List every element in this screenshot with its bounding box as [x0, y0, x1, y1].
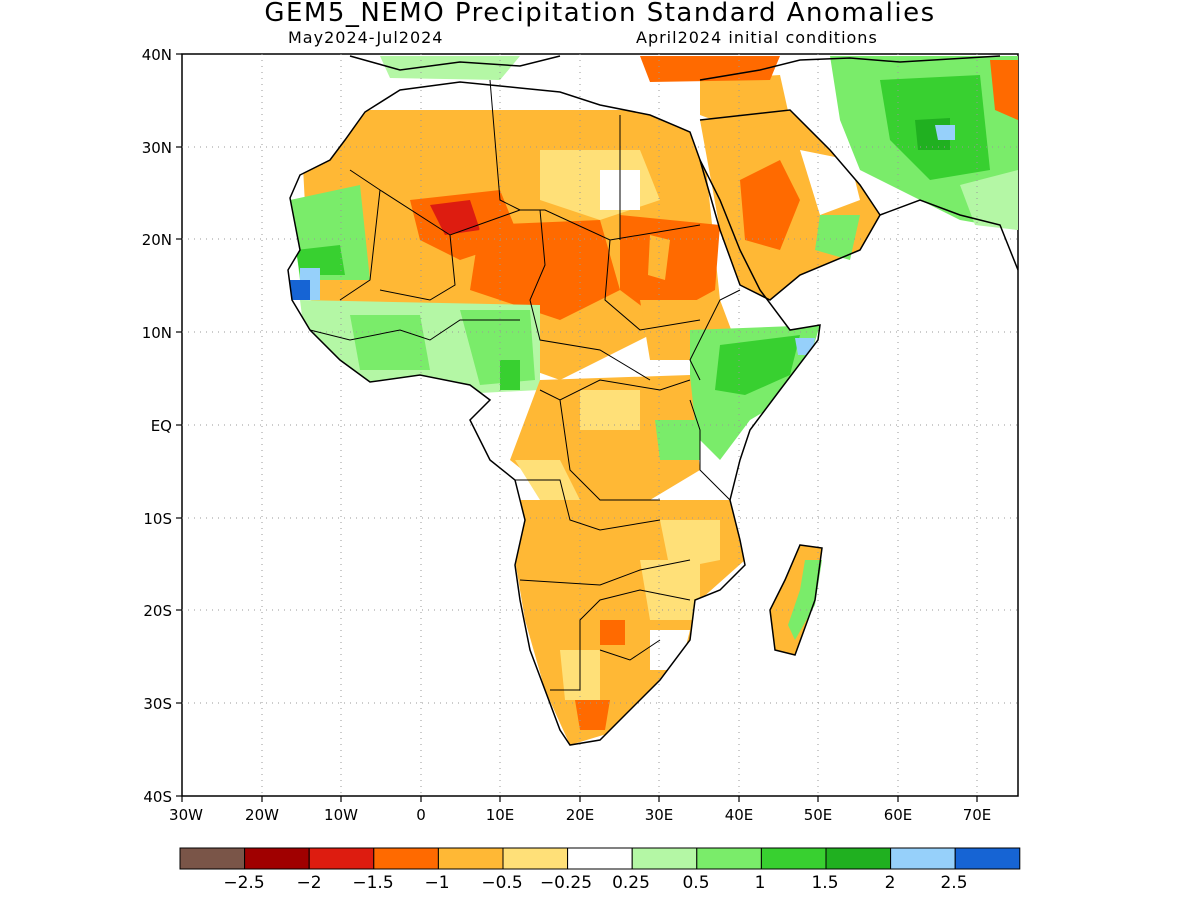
colorbar-label: 2.5: [940, 873, 967, 893]
lon-label: 0: [416, 806, 426, 824]
lat-label: 20S: [143, 602, 172, 620]
colorbar-swatch: [696, 847, 762, 870]
lat-label: 30S: [143, 695, 172, 713]
lon-label: 70E: [963, 806, 992, 824]
anomaly-fields: [290, 56, 1018, 745]
colorbar-label: −0.25: [540, 873, 592, 893]
colorbar-swatch: [437, 847, 504, 870]
colorbar-label: 1: [755, 873, 766, 893]
colorbar-swatch: [179, 847, 246, 870]
coastlines: [287, 55, 1018, 746]
lon-label: 10E: [486, 806, 515, 824]
colorbar-label: −2.5: [223, 873, 264, 893]
colorbar-label: 0.25: [612, 873, 650, 893]
colorbar-swatch: [373, 847, 439, 870]
lon-label: 20W: [245, 806, 279, 824]
lat-label: 20N: [142, 231, 172, 249]
lat-label: 30N: [142, 139, 172, 157]
lon-labels: 30W 20W 10W 0 10E 20E 30E 40E 50E 60E 70…: [169, 806, 991, 824]
colorbar-swatch: [567, 847, 633, 870]
lat-label: 10N: [142, 324, 172, 342]
lat-label: 40S: [143, 788, 172, 806]
colorbar-label: 0.5: [682, 873, 709, 893]
colorbar-swatch: [825, 847, 892, 870]
colorbar-swatch: [244, 847, 310, 870]
lat-label: EQ: [151, 417, 172, 435]
colorbar-label: 1.5: [811, 873, 838, 893]
chart-title: GEM5_NEMO Precipitation Standard Anomali…: [264, 0, 936, 28]
colorbar-label: −0.5: [481, 873, 522, 893]
lat-label: 40N: [142, 46, 172, 64]
lon-label: 40E: [725, 806, 754, 824]
lat-labels: 40N 30N 20N 10N EQ 10S 20S 30S 40S: [142, 46, 172, 806]
colorbar-swatch: [308, 847, 375, 870]
colorbar-label: −1: [424, 873, 449, 893]
axis-ticks: [176, 53, 978, 802]
colorbar-swatch: [954, 847, 1021, 870]
colorbar-swatch: [502, 847, 569, 870]
lon-label: 30E: [645, 806, 674, 824]
colorbar-swatch: [631, 847, 698, 870]
lon-label: 50E: [804, 806, 833, 824]
colorbar: [179, 847, 1021, 870]
colorbar-label: 2: [885, 873, 896, 893]
lon-label: 30W: [169, 806, 203, 824]
colorbar-swatch: [760, 847, 827, 870]
lon-label: 20E: [566, 806, 595, 824]
colorbar-labels: −2.5 −2 −1.5 −1 −0.5 −0.25 0.25 0.5 1 1.…: [223, 873, 967, 893]
lon-label: 60E: [884, 806, 913, 824]
colorbar-label: −1.5: [352, 873, 393, 893]
colorbar-label: −2: [296, 873, 321, 893]
lat-label: 10S: [143, 510, 172, 528]
forecast-period: May2024-Jul2024: [288, 28, 444, 47]
country-borders: [309, 79, 741, 691]
initial-conditions: April2024 initial conditions: [636, 28, 878, 47]
colorbar-swatch: [890, 847, 956, 870]
lon-label: 10W: [324, 806, 358, 824]
